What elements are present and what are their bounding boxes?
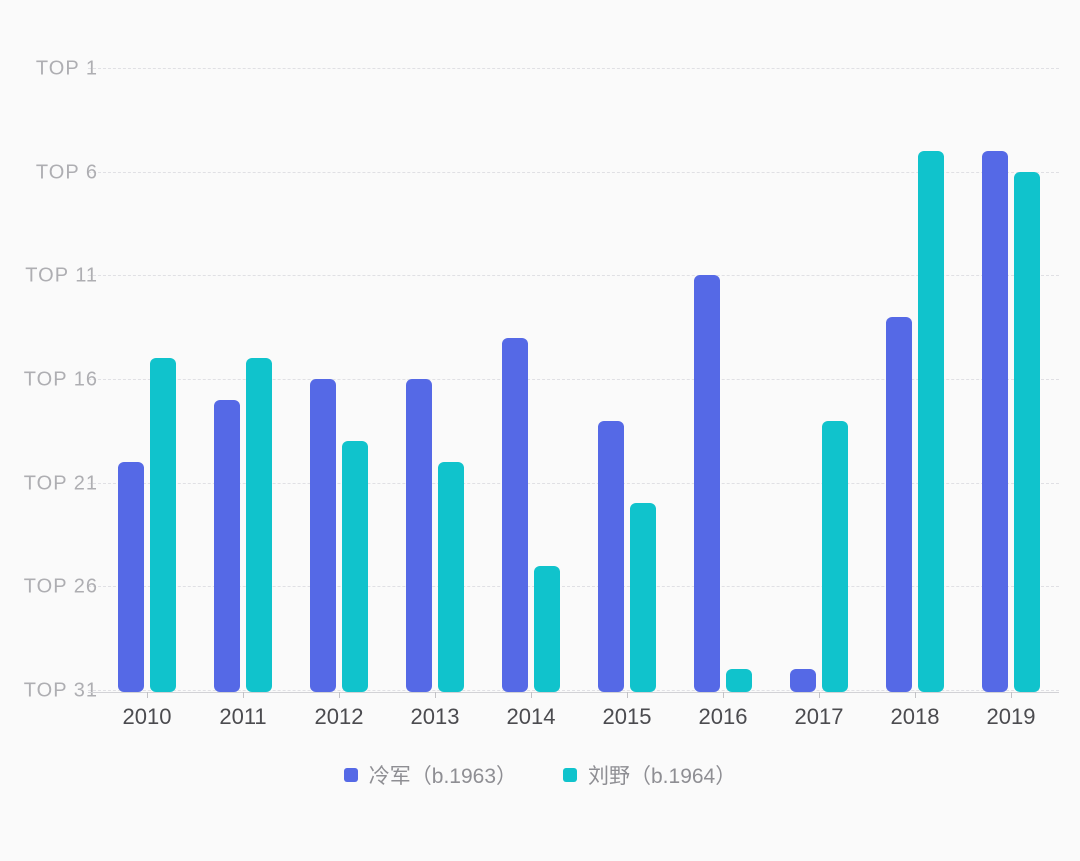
gridline [88,586,1059,587]
x-axis-label-2013: 2013 [410,704,460,729]
x-axis-tick [531,692,532,698]
y-axis-tick-label: TOP 26 [23,575,98,598]
legend-label-series-0: 冷军（b.1963） [368,765,517,788]
legend-item-series-0[interactable]: 冷军（b.1963） [343,760,517,790]
legend-marker-teal [563,768,577,782]
x-axis-tick [915,692,916,698]
bar-2015-series-1[interactable] [630,503,656,692]
legend-item-series-1[interactable]: 刘野（b.1964） [563,760,736,790]
y-axis-tick-label: TOP 21 [23,472,98,495]
y-axis-tick-label: TOP 31 [23,679,98,702]
bar-2017-series-1[interactable] [822,420,848,692]
bar-2012-series-1[interactable] [342,441,368,692]
bar-2014-series-0[interactable] [502,337,528,692]
bar-2014-series-1[interactable] [534,565,560,692]
x-axis-tick [627,692,628,698]
x-axis-tick [435,692,436,698]
x-axis-label-2017: 2017 [794,704,844,729]
bar-2019-series-1[interactable] [1014,171,1040,692]
bar-2018-series-1[interactable] [918,150,944,692]
y-axis-tick-label: TOP 6 [35,161,98,184]
x-axis-label-2011: 2011 [219,704,267,729]
legend-label-series-1: 刘野（b.1964） [588,765,737,788]
gridline [88,483,1059,484]
x-axis-label-2016: 2016 [698,704,748,729]
bar-2018-series-0[interactable] [886,316,912,692]
bar-2016-series-0[interactable] [694,275,720,692]
x-axis-tick [147,692,148,698]
x-axis-tick [819,692,820,698]
bar-2012-series-0[interactable] [310,379,336,692]
gridline [88,690,1059,691]
x-axis-label-2014: 2014 [506,704,556,729]
bar-2010-series-0[interactable] [118,461,144,692]
y-axis-tick-label: TOP 11 [25,264,98,287]
x-axis-tick [723,692,724,698]
bar-2016-series-1[interactable] [726,669,752,692]
x-axis-tick [339,692,340,698]
bar-2015-series-0[interactable] [598,420,624,692]
bar-2013-series-1[interactable] [438,461,464,692]
x-axis-label-2019: 2019 [986,704,1036,729]
bar-2010-series-1[interactable] [150,358,176,692]
bar-2019-series-0[interactable] [982,150,1008,692]
y-axis-tick-label: TOP 16 [23,368,98,391]
x-axis-label-2010: 2010 [122,704,172,729]
bar-2013-series-0[interactable] [406,379,432,692]
x-axis-label-2015: 2015 [602,704,652,729]
gridline [88,379,1059,380]
bar-2011-series-0[interactable] [214,399,240,692]
x-axis-label-2012: 2012 [314,704,364,729]
x-axis-tick [243,692,244,698]
gridline [88,68,1059,69]
y-axis-tick-label: TOP 1 [35,57,98,80]
gridline [88,275,1059,276]
x-axis-line [88,692,1059,693]
x-axis-label-2018: 2018 [890,704,940,729]
bar-2017-series-0[interactable] [790,669,816,692]
gridline [88,172,1059,173]
bar-2011-series-1[interactable] [246,358,272,692]
x-axis-tick [1011,692,1012,698]
legend-marker-blue [343,768,358,782]
legend: 冷军（b.1963） 刘野（b.1964） [0,760,1080,790]
